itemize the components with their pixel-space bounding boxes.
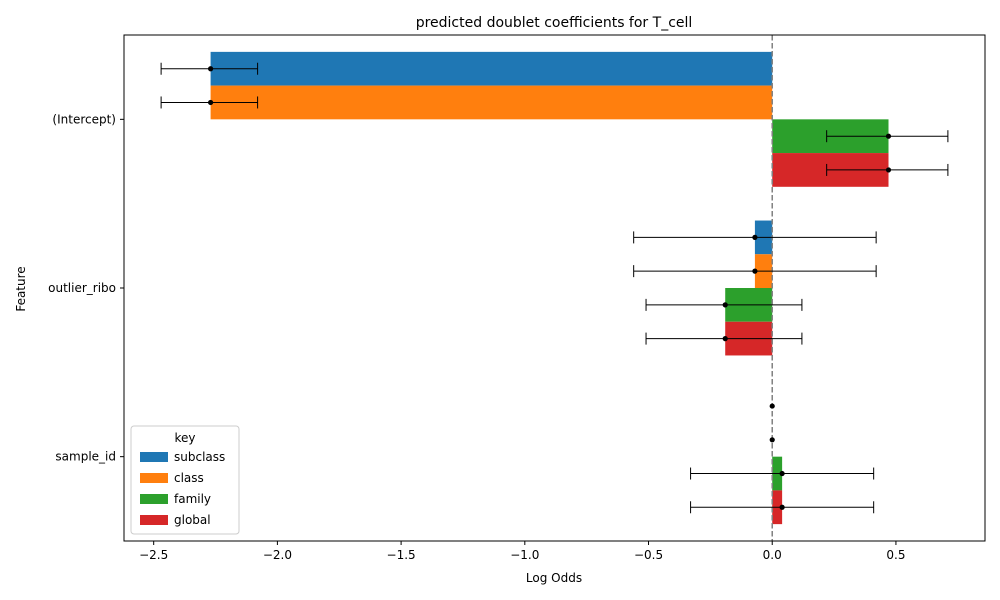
- point-family-1: [722, 302, 728, 308]
- point-class-0: [207, 99, 214, 106]
- point-class-2: [769, 437, 775, 443]
- point-subclass-0: [207, 66, 214, 72]
- point-global-0: [885, 167, 892, 173]
- point-family-2: [779, 470, 785, 477]
- y-axis: (Intercept) outlier_ribo sample_id: [48, 112, 124, 464]
- legend-swatch-class: [140, 473, 168, 483]
- plot-area: [123, 34, 986, 542]
- x-tick-label: −2.0: [263, 548, 292, 562]
- point-global-1: [722, 336, 728, 342]
- bar-subclass-0: [210, 51, 773, 86]
- point-subclass-1: [752, 234, 758, 240]
- point-global-2: [779, 504, 785, 510]
- legend-label-global: global: [174, 513, 211, 527]
- x-tick-label: 0.5: [886, 548, 905, 562]
- legend-swatch-subclass: [140, 452, 168, 462]
- x-tick-label: −0.5: [634, 548, 663, 562]
- point-class-1: [752, 268, 758, 274]
- legend-swatch-global: [140, 515, 168, 525]
- legend-title: key: [174, 431, 195, 445]
- point-subclass-2: [769, 403, 775, 409]
- x-tick-label: −2.5: [139, 548, 168, 562]
- x-tick-label: −1.5: [387, 548, 416, 562]
- bar-class-0: [210, 85, 773, 120]
- y-axis-label: Feature: [14, 266, 28, 311]
- chart-title: predicted doublet coefficients for T_cel…: [416, 15, 693, 31]
- point-family-0: [885, 133, 892, 139]
- y-tick-label: sample_id: [55, 450, 116, 464]
- y-tick-label: (Intercept): [52, 112, 116, 126]
- x-tick-label: 0.0: [763, 548, 782, 562]
- x-axis-label: Log Odds: [526, 571, 582, 585]
- x-axis: −2.5 −2.0 −1.5 −1.0 −0.5 0.0 0.5: [139, 541, 905, 562]
- y-tick-label: outlier_ribo: [48, 281, 116, 295]
- x-tick-label: −1.0: [510, 548, 539, 562]
- legend-label-subclass: subclass: [174, 450, 225, 464]
- legend-label-family: family: [174, 492, 211, 506]
- legend-swatch-family: [140, 494, 168, 504]
- legend-label-class: class: [174, 471, 204, 485]
- legend: key subclass class family global: [130, 425, 240, 535]
